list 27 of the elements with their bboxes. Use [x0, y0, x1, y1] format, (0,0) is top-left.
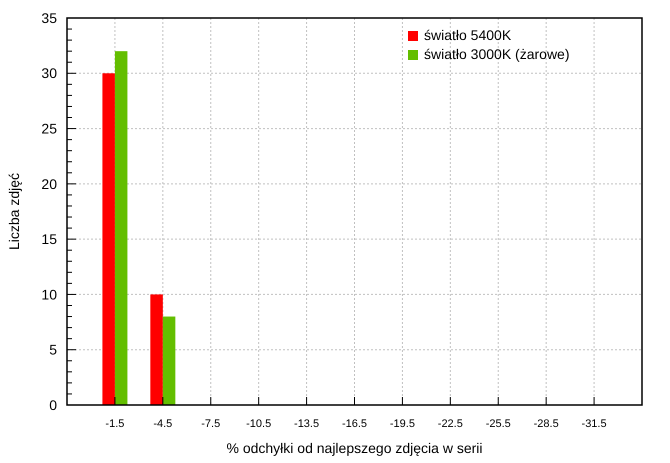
y-tick-label: 5: [49, 342, 58, 358]
y-tick-label: 0: [49, 396, 58, 413]
x-tick-label: -19.5: [390, 418, 415, 430]
y-tick-label: 20: [41, 176, 58, 192]
bar: [102, 73, 115, 405]
x-tick-label: -16.5: [342, 418, 368, 430]
bar: [162, 316, 176, 405]
y-tick-label: 35: [41, 10, 58, 26]
bar: [150, 294, 163, 405]
y-tick-label: 10: [41, 286, 58, 302]
x-tick-label: -7.5: [201, 418, 220, 430]
y-tick-label: 30: [41, 65, 58, 82]
x-tick-label: -4.5: [153, 418, 172, 430]
y-tick-label: 15: [41, 231, 58, 248]
y-tick-label: 25: [41, 120, 58, 136]
x-tick-label: -22.5: [438, 418, 463, 430]
x-tick-label: -28.5: [534, 418, 559, 430]
bar: [114, 51, 128, 405]
legend-label: światło 3000K (żarowe): [424, 46, 570, 62]
x-tick-label: -1.5: [105, 418, 124, 430]
x-tick-label: -13.5: [294, 418, 320, 430]
x-tick-label: -10.5: [246, 418, 272, 430]
x-tick-label: -25.5: [486, 418, 511, 430]
y-axis-title: Liczba zdjęć: [6, 172, 22, 250]
x-tick-label: -31.5: [582, 418, 607, 430]
x-axis-title: % odchyłki od najlepszego zdjęcia w serii: [226, 440, 483, 456]
legend-label: światło 5400K: [424, 27, 512, 43]
